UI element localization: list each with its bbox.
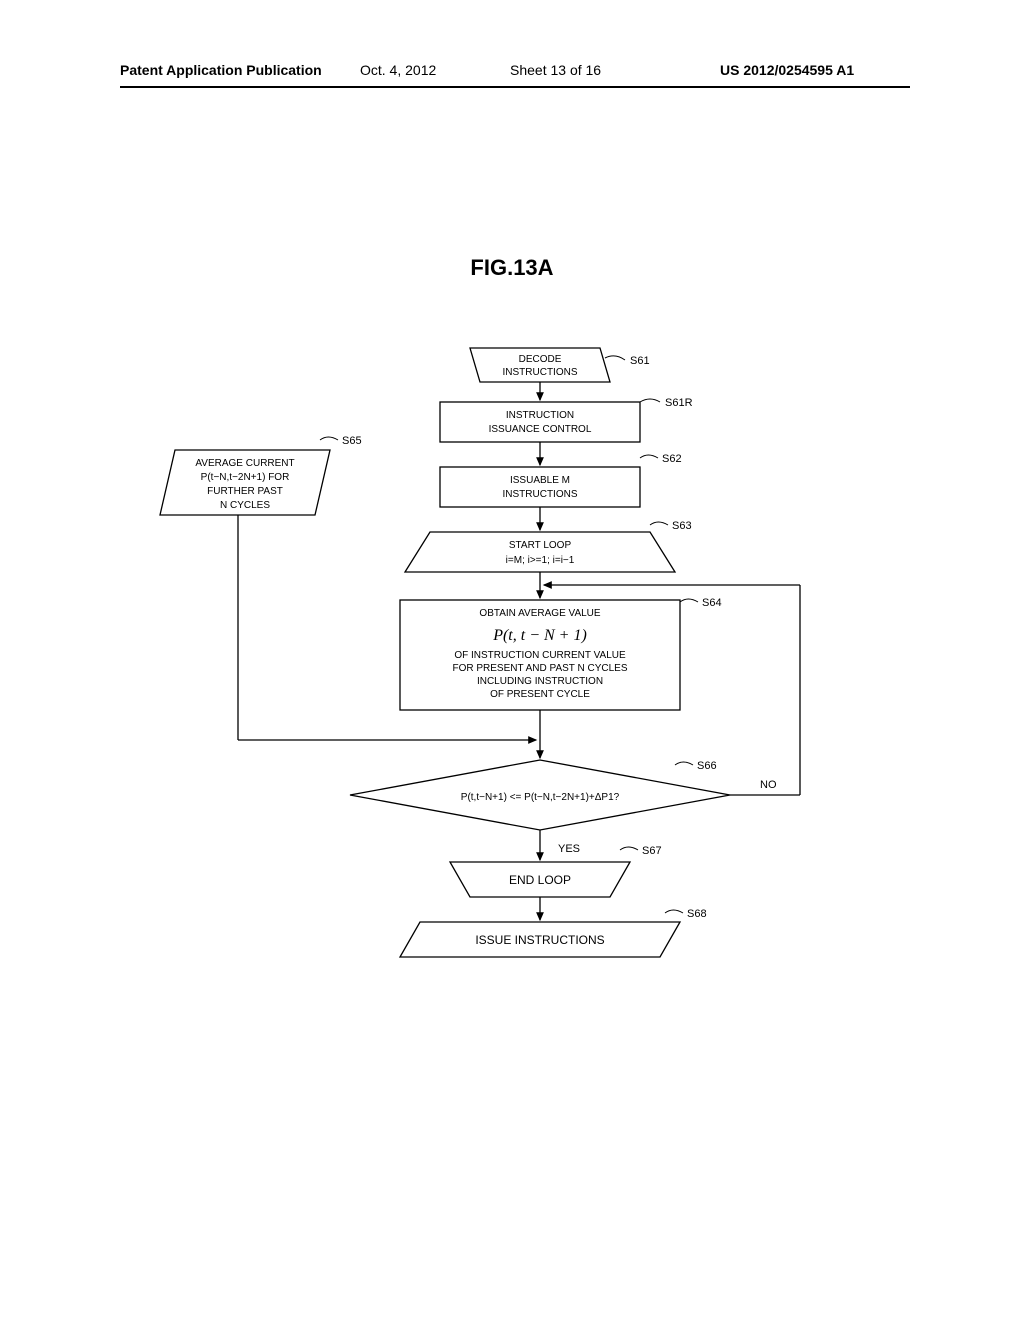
s68-text: ISSUE INSTRUCTIONS (475, 933, 604, 947)
node-s67: END LOOP (450, 862, 630, 897)
header-sheet: Sheet 13 of 16 (510, 62, 601, 78)
s66-no: NO (760, 779, 777, 791)
s62-line2: INSTRUCTIONS (503, 489, 578, 500)
s61r-line1: INSTRUCTION (506, 410, 574, 421)
s68-label: S68 (687, 908, 707, 920)
s61r-line2: ISSUANCE CONTROL (489, 424, 592, 435)
s61-label: S61 (630, 355, 650, 367)
header-left: Patent Application Publication (120, 62, 322, 78)
s64-line4: INCLUDING INSTRUCTION (477, 676, 603, 687)
node-s68: ISSUE INSTRUCTIONS (400, 922, 680, 957)
node-s64: OBTAIN AVERAGE VALUE P(t, t − N + 1) OF … (400, 600, 680, 710)
s63-line2: i=M; i>=1; i=i−1 (506, 555, 575, 566)
s63-label: S63 (672, 520, 692, 532)
s64-formula: P(t, t − N + 1) (492, 627, 587, 644)
s61-line2: INSTRUCTIONS (503, 367, 578, 378)
s66-cond: P(t,t−N+1) <= P(t−N,t−2N+1)+ΔP1? (461, 792, 620, 803)
s66-yes: YES (558, 843, 580, 855)
s64-line3: FOR PRESENT AND PAST N CYCLES (452, 663, 627, 674)
header-date: Oct. 4, 2012 (360, 62, 436, 78)
header-rule (120, 86, 910, 88)
s65-line3: FURTHER PAST (207, 486, 283, 497)
s64-line5: OF PRESENT CYCLE (490, 689, 590, 700)
s62-line1: ISSUABLE M (510, 475, 570, 486)
s64-label: S64 (702, 597, 722, 609)
s65-line2: P(t−N,t−2N+1) FOR (201, 472, 290, 483)
s61r-label: S61R (665, 397, 693, 409)
s62-label: S62 (662, 453, 682, 465)
flowchart: DECODE INSTRUCTIONS S61 INSTRUCTION ISSU… (120, 340, 910, 1060)
figure-title: FIG.13A (0, 255, 1024, 281)
node-s62: ISSUABLE M INSTRUCTIONS (440, 467, 640, 507)
s64-line2: OF INSTRUCTION CURRENT VALUE (454, 650, 626, 661)
node-s61: DECODE INSTRUCTIONS (470, 348, 610, 382)
s66-label: S66 (697, 760, 717, 772)
s65-label: S65 (342, 435, 362, 447)
node-s66: P(t,t−N+1) <= P(t−N,t−2N+1)+ΔP1? (350, 760, 730, 830)
s67-label: S67 (642, 845, 662, 857)
node-s63: START LOOP i=M; i>=1; i=i−1 (405, 532, 675, 572)
node-s61r: INSTRUCTION ISSUANCE CONTROL (440, 402, 640, 442)
node-s65: AVERAGE CURRENT P(t−N,t−2N+1) FOR FURTHE… (160, 450, 330, 515)
s65-line4: N CYCLES (220, 500, 270, 511)
page: Patent Application Publication Oct. 4, 2… (0, 0, 1024, 1320)
s64-line1: OBTAIN AVERAGE VALUE (479, 608, 600, 619)
s65-line1: AVERAGE CURRENT (195, 458, 294, 469)
header-pubno: US 2012/0254595 A1 (720, 62, 854, 78)
flowchart-svg: DECODE INSTRUCTIONS S61 INSTRUCTION ISSU… (120, 340, 910, 1060)
s67-text: END LOOP (509, 873, 571, 887)
s61-line1: DECODE (519, 354, 562, 365)
s63-line1: START LOOP (509, 540, 572, 551)
